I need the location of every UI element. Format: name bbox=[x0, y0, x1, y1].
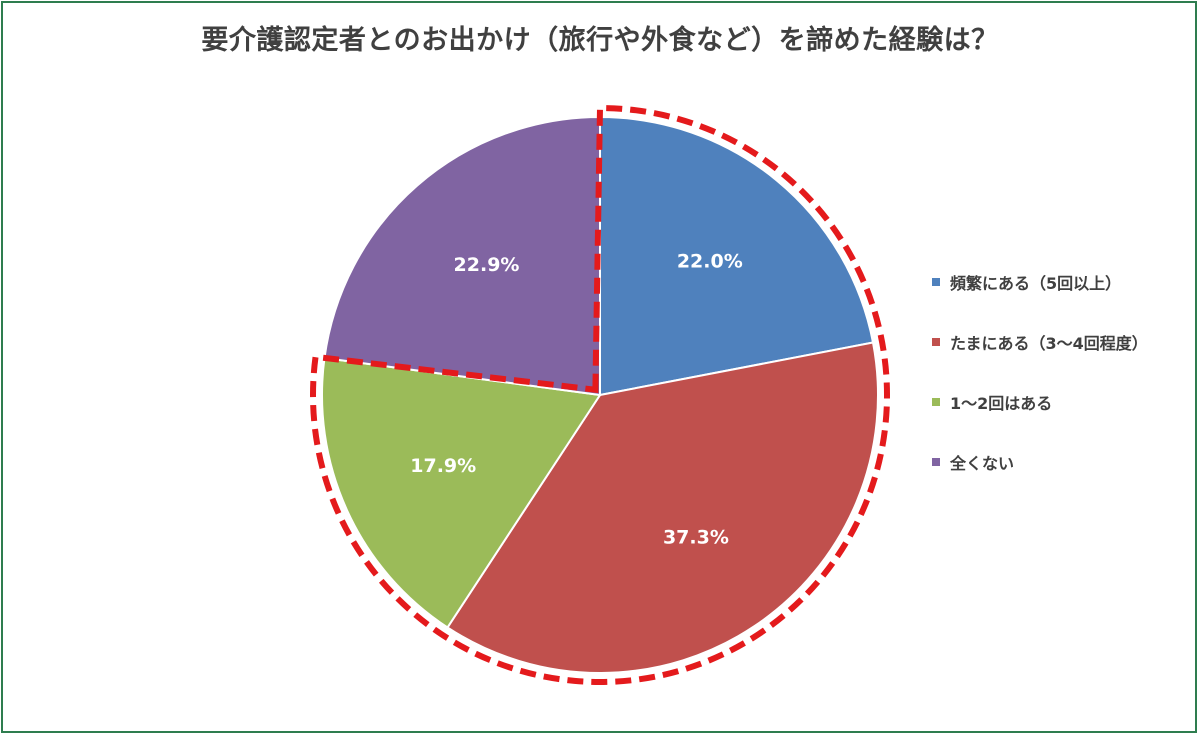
data-label: 37.3% bbox=[663, 527, 729, 549]
pie-slice-once-or-twice bbox=[321, 356, 602, 629]
legend-swatch bbox=[932, 278, 940, 286]
legend-label: 1〜2回はある bbox=[950, 394, 1053, 413]
legend-item-sometimes: たまにある（3〜4回程度） bbox=[932, 332, 1148, 353]
legend-swatch bbox=[932, 338, 940, 346]
legend-label: 頻繁にある（5回以上） bbox=[950, 274, 1122, 293]
pie-slice-sometimes bbox=[446, 341, 879, 674]
legend-label: 全くない bbox=[950, 454, 1015, 473]
data-label: 22.9% bbox=[454, 254, 520, 276]
legend-item-never: 全くない bbox=[932, 452, 1148, 473]
legend-item-once-or-twice: 1〜2回はある bbox=[932, 392, 1148, 413]
legend-swatch bbox=[932, 458, 940, 466]
legend-swatch bbox=[932, 398, 940, 406]
legend: 頻繁にある（5回以上） たまにある（3〜4回程度） 1〜2回はある 全くない bbox=[932, 272, 1148, 512]
legend-item-frequent: 頻繁にある（5回以上） bbox=[932, 272, 1148, 293]
data-label: 22.0% bbox=[677, 251, 743, 273]
legend-label: たまにある（3〜4回程度） bbox=[950, 334, 1148, 353]
pie-slice-frequent bbox=[599, 115, 875, 397]
chart-title: 要介護認定者とのお出かけ（旅行や外食など）を諦めた経験は？ bbox=[201, 25, 999, 56]
highlight-outline bbox=[310, 104, 890, 685]
pie-slice-never bbox=[323, 115, 601, 397]
data-label: 17.9% bbox=[410, 455, 476, 477]
